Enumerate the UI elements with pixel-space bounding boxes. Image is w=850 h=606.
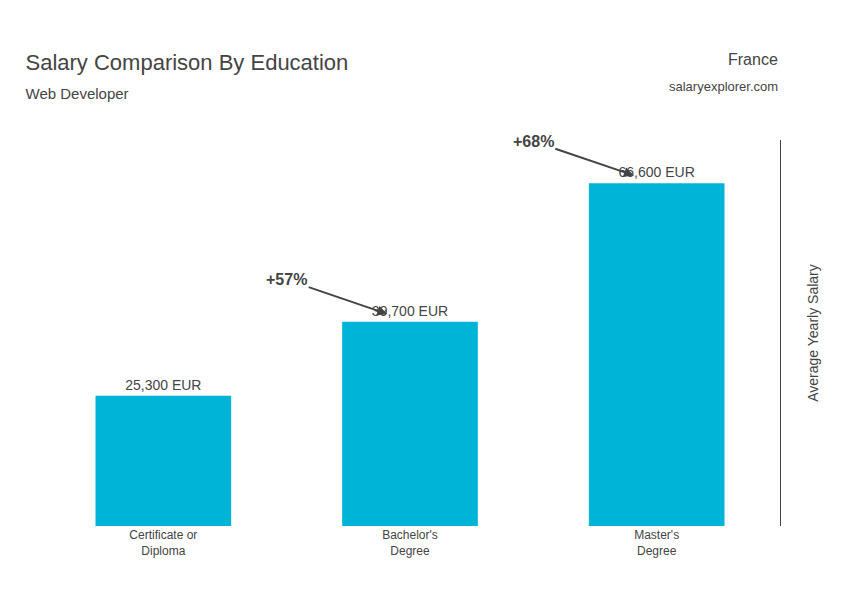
svg-text:Average Yearly Salary: Average Yearly Salary [805, 264, 821, 402]
svg-text:France: France [728, 51, 778, 68]
svg-text:+57%: +57% [266, 271, 307, 288]
svg-text:Web Developer: Web Developer [26, 85, 129, 102]
svg-text:+68%: +68% [513, 133, 554, 150]
svg-text:25,300 EUR: 25,300 EUR [125, 377, 201, 393]
svg-text:Bachelor'sDegree: Bachelor'sDegree [382, 528, 438, 558]
svg-text:Master'sDegree: Master'sDegree [634, 528, 679, 558]
svg-text:salaryexplorer.com: salaryexplorer.com [669, 79, 778, 94]
svg-text:Salary Comparison By Education: Salary Comparison By Education [26, 50, 349, 75]
svg-text:Certificate orDiploma: Certificate orDiploma [129, 528, 197, 558]
svg-text:66,600 EUR: 66,600 EUR [619, 164, 695, 180]
svg-text:39,700 EUR: 39,700 EUR [372, 303, 448, 319]
